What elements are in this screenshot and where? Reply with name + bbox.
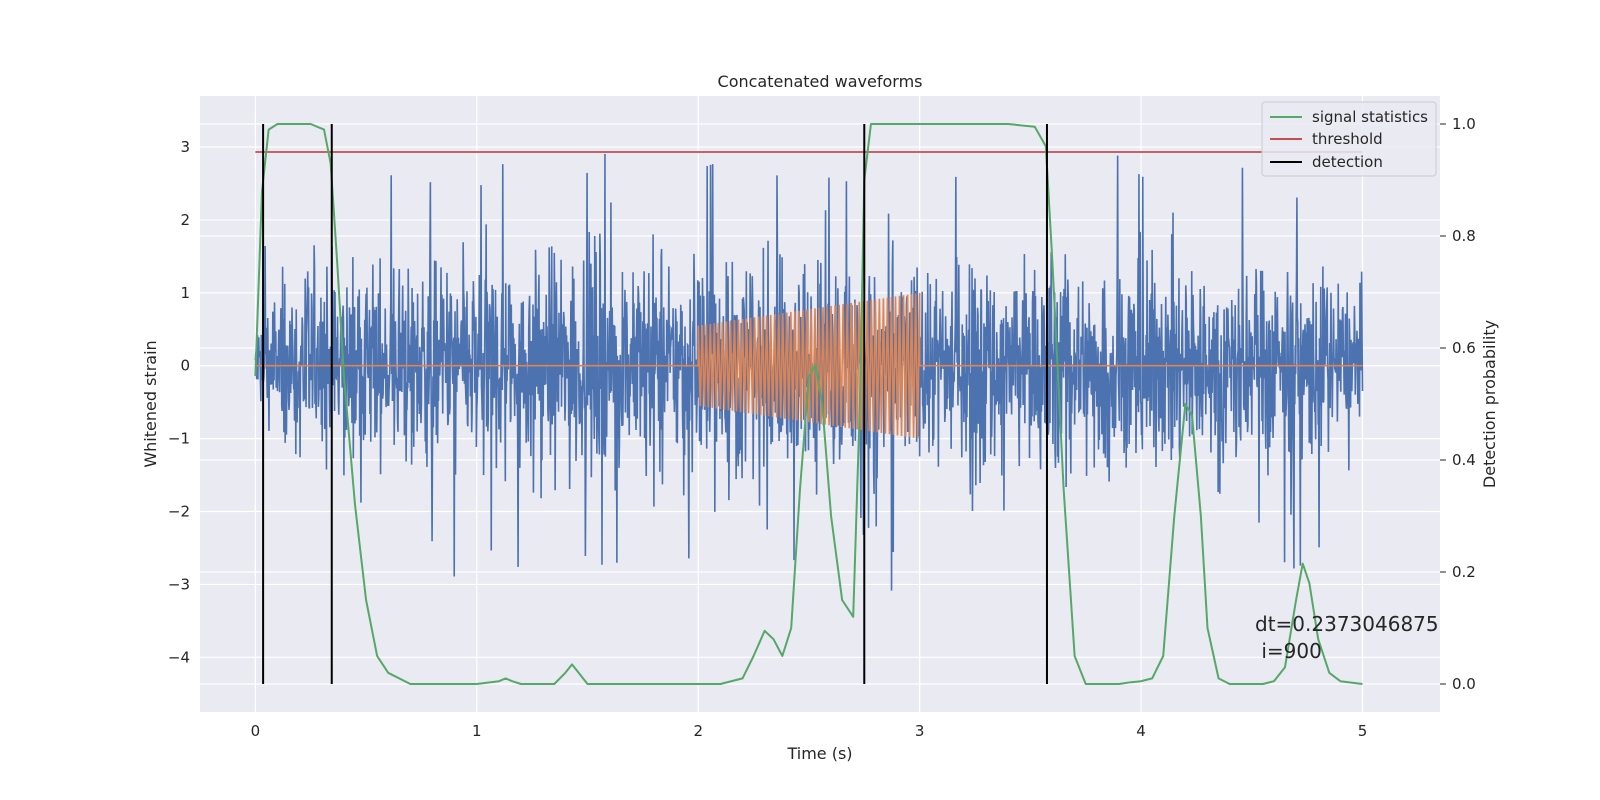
x-tick-label: 4 xyxy=(1136,722,1146,740)
legend-label-threshold: threshold xyxy=(1312,130,1383,148)
detection-series xyxy=(262,124,1048,684)
chart-title: Concatenated waveforms xyxy=(718,72,923,91)
x-tick-label: 0 xyxy=(251,722,261,740)
signal-statistics-series xyxy=(254,123,1363,685)
injection-line xyxy=(255,292,1363,439)
y-tick-label: −1 xyxy=(168,430,190,448)
x-tick-label: 3 xyxy=(915,722,925,740)
y2-tick-label: 0.8 xyxy=(1452,227,1476,245)
ticks: 0 1 2 3 4 5 3 2 1 0 −1 −2 −3 −4 1.0 0.8 0.6 0.4 0.2 0.0 xyxy=(168,115,1476,740)
legend-label-detection: detection xyxy=(1312,153,1383,171)
y-tick-label: −3 xyxy=(168,575,190,593)
noise-series xyxy=(254,153,1364,591)
legend-box xyxy=(1261,101,1437,177)
noise-line xyxy=(254,153,1364,591)
y2-axis-label: Detection probability xyxy=(1480,320,1499,488)
y-tick-label: −4 xyxy=(168,648,190,666)
y-tick-label: 1 xyxy=(180,284,190,302)
y2-tick-label: 0.4 xyxy=(1452,451,1476,469)
annotation-dt: dt=0.2373046875 xyxy=(1255,612,1439,636)
y2-tick-label: 1.0 xyxy=(1452,115,1476,133)
signal-statistics-line xyxy=(254,123,1363,685)
y2-tick-label: 0.2 xyxy=(1452,563,1476,581)
y2-tick-label: 0.0 xyxy=(1452,675,1476,693)
y-tick-label: 2 xyxy=(180,211,190,229)
x-tick-label: 1 xyxy=(472,722,482,740)
legend-label-signal-statistics: signal statistics xyxy=(1312,108,1428,126)
y2-tick-label: 0.6 xyxy=(1452,339,1476,357)
x-tick-label: 5 xyxy=(1358,722,1368,740)
y-tick-label: 3 xyxy=(180,138,190,156)
legend: signal statistics threshold detection xyxy=(1261,101,1437,177)
x-tick-label: 2 xyxy=(693,722,703,740)
y-tick-label: −2 xyxy=(168,503,190,521)
x-axis-label: Time (s) xyxy=(786,744,852,763)
annotation-i: i=900 xyxy=(1255,639,1322,663)
y-axis-label: Whitened strain xyxy=(141,340,160,467)
injection-series xyxy=(255,292,1363,439)
y-tick-label: 0 xyxy=(180,357,190,375)
